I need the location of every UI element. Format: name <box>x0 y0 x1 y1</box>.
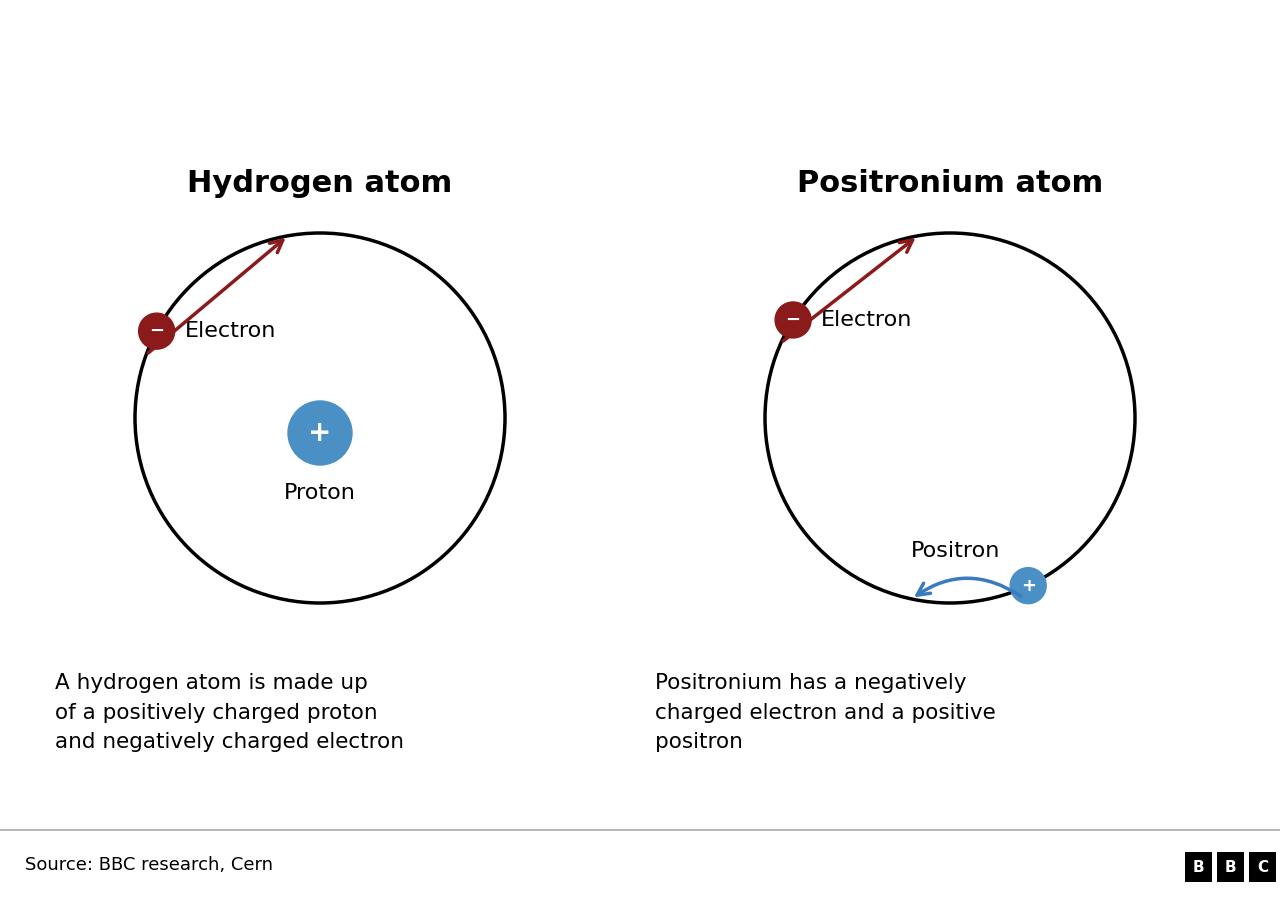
Text: Positron: Positron <box>911 541 1000 561</box>
Text: Electron: Electron <box>820 310 913 330</box>
Circle shape <box>288 401 352 465</box>
Text: Positronium atom: Positronium atom <box>797 169 1103 197</box>
Text: Hydrogen atom: Hydrogen atom <box>187 169 453 197</box>
Text: C: C <box>1257 859 1268 875</box>
Circle shape <box>1010 567 1046 604</box>
Text: Source: BBC research, Cern: Source: BBC research, Cern <box>26 856 273 874</box>
Text: A hydrogen atom is made up
of a positively charged proton
and negatively charged: A hydrogen atom is made up of a positive… <box>55 673 404 752</box>
Text: −: − <box>148 322 164 341</box>
Text: +: + <box>1020 577 1036 595</box>
Text: B: B <box>1193 859 1204 875</box>
Text: +: + <box>308 419 332 447</box>
FancyBboxPatch shape <box>1217 852 1244 882</box>
FancyBboxPatch shape <box>1249 852 1276 882</box>
Text: −: − <box>786 311 801 329</box>
Text: B: B <box>1225 859 1236 875</box>
Circle shape <box>138 313 174 349</box>
Text: Positronium has a negatively
charged electron and a positive
positron: Positronium has a negatively charged ele… <box>655 673 996 752</box>
FancyBboxPatch shape <box>1185 852 1212 882</box>
Text: Electron: Electron <box>184 321 276 341</box>
Text: Proton: Proton <box>284 483 356 503</box>
Circle shape <box>776 302 812 338</box>
